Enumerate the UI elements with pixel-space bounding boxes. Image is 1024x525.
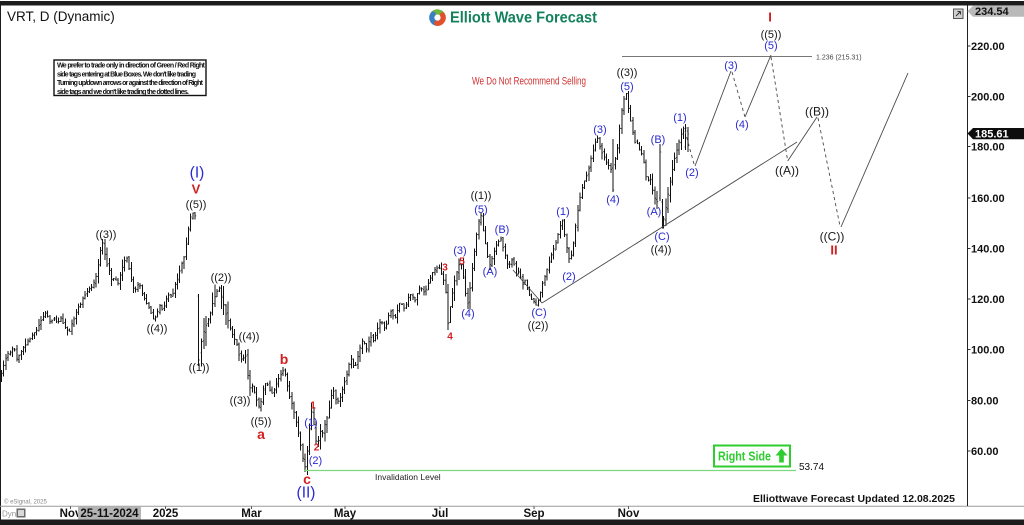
svg-text:((3)): ((3)) (96, 229, 117, 241)
svg-text:(4): (4) (606, 194, 619, 206)
svg-text:((C)): ((C)) (820, 229, 845, 243)
svg-text:((1)): ((1)) (471, 190, 492, 202)
svg-text:(1): (1) (673, 112, 686, 124)
svg-text:(5): (5) (474, 204, 487, 216)
svg-text:((2)): ((2)) (528, 320, 549, 332)
svg-text:25-11-2024: 25-11-2024 (80, 508, 139, 520)
svg-text:((4)): ((4)) (147, 323, 168, 335)
svg-text:((5)): ((5)) (251, 416, 272, 428)
svg-text:We prefer to trade only in dir: We prefer to trade only in direction of … (57, 63, 206, 70)
svg-text:(1): (1) (304, 417, 317, 429)
svg-text:(A): (A) (483, 266, 498, 278)
svg-text:a: a (257, 426, 265, 442)
svg-text:(B): (B) (495, 224, 510, 236)
svg-text:Jul: Jul (432, 508, 449, 520)
svg-text:(C): (C) (531, 307, 546, 319)
svg-text:(3): (3) (724, 60, 737, 72)
svg-text:Sep: Sep (523, 508, 544, 520)
svg-text:II: II (830, 243, 837, 258)
svg-text:1: 1 (310, 401, 316, 412)
svg-text:Mar: Mar (241, 508, 262, 520)
svg-text:(2): (2) (562, 271, 575, 283)
svg-text:180.00: 180.00 (971, 142, 1005, 154)
svg-text:side tags and we don't like tr: side tags and we don't like trading the … (57, 89, 189, 96)
svg-text:2: 2 (314, 443, 320, 454)
svg-text:3: 3 (442, 263, 448, 274)
svg-text:140.00: 140.00 (971, 244, 1005, 256)
svg-text:160.00: 160.00 (971, 193, 1005, 205)
svg-text:side tags entering at Blue Box: side tags entering at Blue Boxes. We don… (57, 71, 196, 78)
svg-text:220.00: 220.00 (971, 41, 1005, 53)
svg-text:((4)): ((4)) (239, 331, 260, 343)
svg-text:Nov: Nov (60, 508, 82, 520)
svg-text:(4): (4) (735, 119, 748, 131)
svg-text:(B): (B) (651, 134, 666, 146)
svg-text:60.00: 60.00 (971, 446, 999, 458)
svg-text:4: 4 (447, 332, 453, 343)
svg-text:80.00: 80.00 (971, 396, 999, 408)
svg-text:((3)): ((3)) (617, 67, 638, 79)
svg-text:185.61: 185.61 (975, 128, 1009, 140)
svg-text:V: V (192, 182, 201, 197)
svg-text:((A)): ((A)) (775, 163, 799, 177)
svg-text:((5)): ((5)) (761, 29, 782, 41)
svg-text:VRT, D (Dynamic): VRT, D (Dynamic) (7, 9, 115, 24)
svg-text:(3): (3) (453, 245, 466, 257)
svg-text:Elliott Wave Forecast: Elliott Wave Forecast (450, 10, 598, 27)
svg-text:b: b (280, 351, 289, 367)
svg-text:(I): (I) (190, 165, 205, 182)
svg-text:200.00: 200.00 (971, 92, 1005, 104)
svg-text:(C): (C) (654, 231, 669, 243)
svg-text:5: 5 (459, 257, 465, 268)
svg-text:234.54: 234.54 (975, 6, 1010, 18)
svg-text:120.00: 120.00 (971, 294, 1005, 306)
svg-text:© eSignal, 2025: © eSignal, 2025 (4, 499, 47, 506)
svg-text:c: c (303, 471, 311, 487)
svg-text:Right Side: Right Side (718, 450, 771, 464)
svg-text:((1)): ((1)) (189, 362, 210, 374)
svg-text:100.00: 100.00 (971, 345, 1005, 357)
svg-text:(2): (2) (685, 167, 698, 179)
svg-text:1.236 (215.31): 1.236 (215.31) (816, 55, 862, 62)
svg-text:May: May (334, 508, 357, 520)
svg-text:Invalidation Level: Invalidation Level (375, 472, 441, 482)
svg-text:(2): (2) (309, 455, 322, 467)
svg-text:((2)): ((2)) (211, 272, 232, 284)
svg-text:Turning up/down arrows or agai: Turning up/down arrows or against the di… (57, 80, 204, 87)
svg-text:((5)): ((5)) (186, 199, 207, 211)
svg-text:53.74: 53.74 (799, 462, 824, 473)
svg-text:Elliottwave Forecast Updated 1: Elliottwave Forecast Updated 12.08.2025 (753, 493, 955, 505)
svg-text:(5): (5) (620, 81, 633, 93)
svg-text:(II): (II) (297, 485, 316, 502)
svg-text:I: I (768, 10, 772, 25)
svg-text:((3)): ((3)) (230, 395, 251, 407)
svg-text:Dyn: Dyn (2, 510, 16, 519)
svg-text:(A): (A) (647, 206, 662, 218)
svg-text:(4): (4) (461, 308, 474, 320)
svg-text:2025: 2025 (153, 508, 179, 520)
svg-text:((4)): ((4)) (651, 244, 672, 256)
svg-text:Nov: Nov (618, 508, 640, 520)
svg-text:We Do Not Recommend Selling: We Do Not Recommend Selling (472, 76, 586, 88)
svg-text:(5): (5) (764, 40, 777, 52)
svg-text:(1): (1) (556, 206, 569, 218)
svg-text:((B)): ((B)) (805, 104, 829, 118)
svg-text:(3): (3) (593, 124, 606, 136)
